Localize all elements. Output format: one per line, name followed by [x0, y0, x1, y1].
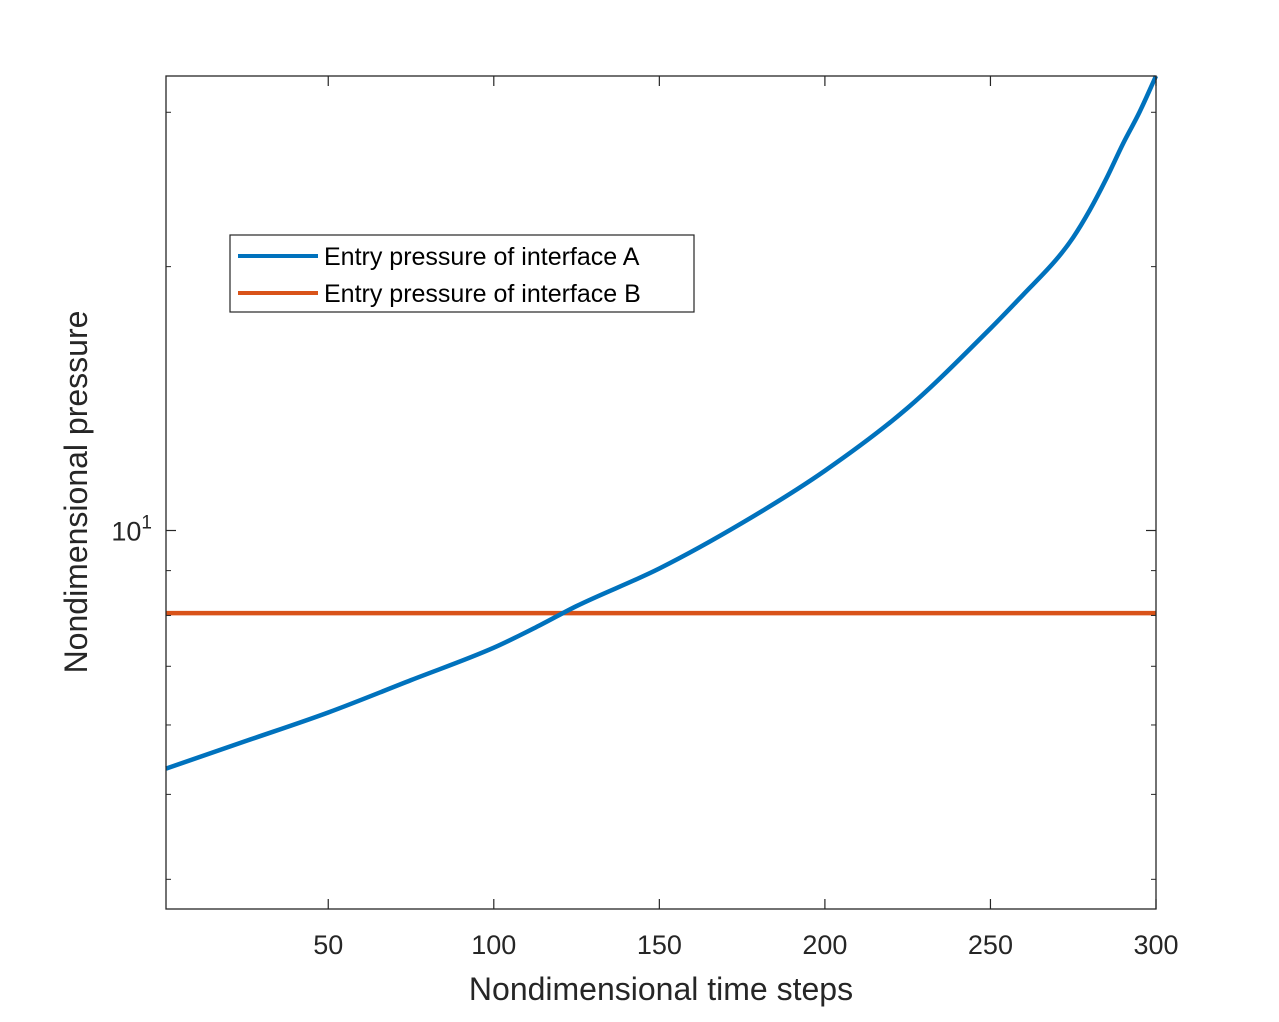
legend-label-interface-a: Entry pressure of interface A — [324, 243, 640, 271]
x-axis-label: Nondimensional time steps — [469, 971, 853, 1007]
x-tick-label-50: 50 — [313, 930, 343, 960]
legend: Entry pressure of interface A Entry pres… — [229, 234, 695, 313]
x-tick-label-100: 100 — [471, 930, 516, 960]
x-tick-label-150: 150 — [637, 930, 682, 960]
plot-area-box — [165, 75, 1157, 910]
x-tick-label-300: 300 — [1133, 930, 1178, 960]
axis-ticks — [166, 76, 1157, 909]
series-line-interface-a — [165, 75, 1159, 771]
x-tick-label-200: 200 — [802, 930, 847, 960]
x-tick-label-250: 250 — [968, 930, 1013, 960]
axis-tick-labels: 50 100 150 200 250 300 101 — [111, 513, 1178, 960]
y-tick-label-10: 101 — [111, 513, 152, 547]
legend-box — [229, 234, 695, 313]
plot-lines — [165, 75, 1159, 771]
y-axis-label: Nondimensional pressure — [58, 311, 94, 674]
legend-label-interface-b: Entry pressure of interface B — [324, 280, 641, 308]
